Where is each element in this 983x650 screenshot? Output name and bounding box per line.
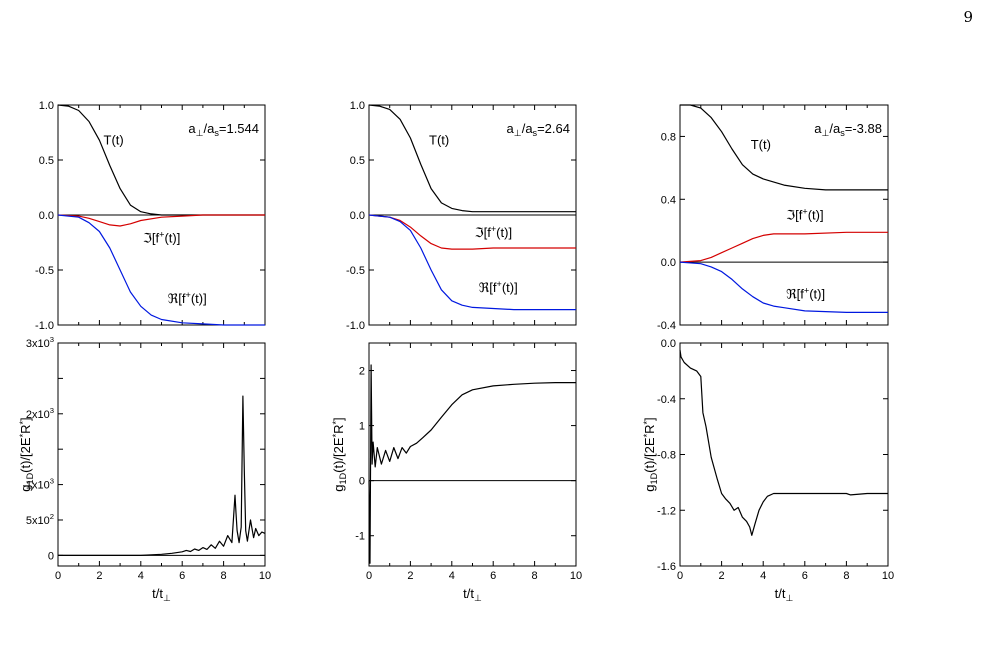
y-tick-label: -1.0 xyxy=(35,320,54,332)
series-line-1 xyxy=(368,364,576,564)
x-tick-label: 6 xyxy=(490,570,496,582)
y-tick-label: 0.5 xyxy=(39,155,54,167)
y-tick-label: 1.0 xyxy=(39,100,54,112)
curve-label: T(t) xyxy=(751,137,771,152)
curve-label: ℑ[f+(t)] xyxy=(786,207,824,223)
plot-frame xyxy=(679,104,889,326)
y-axis-label: g1D(t)/[2E*R*] xyxy=(642,417,659,491)
series-line-3 xyxy=(57,214,265,326)
y-tick-label: -1.2 xyxy=(657,505,676,517)
x-tick-label: 4 xyxy=(760,570,766,582)
panel-top-right: -0.4 0.0 0.4 0.8 T(t) ℑ[f+(t)] ℜ[f+(t)] a⊥/as=-… xyxy=(657,104,889,332)
y-tick-label: 2x103 xyxy=(26,406,54,421)
parameter-annotation: a⊥/as=1.544 xyxy=(188,121,259,138)
y-tick-label: -0.4 xyxy=(657,320,676,332)
curve-label: ℑ[f+(t)] xyxy=(143,230,181,246)
y-tick-label: 0 xyxy=(359,476,365,488)
y-tick-label: 0.4 xyxy=(661,194,676,206)
curve-label: T(t) xyxy=(104,133,124,148)
plot-frame xyxy=(57,342,266,567)
parameter-annotation: a⊥/as=2.64 xyxy=(507,121,570,138)
x-tick-label: 8 xyxy=(843,570,849,582)
y-tick-label: -0.5 xyxy=(35,265,54,277)
x-tick-label: 10 xyxy=(570,570,582,582)
x-tick-label: 8 xyxy=(221,570,227,582)
x-tick-label: 10 xyxy=(882,570,894,582)
y-tick-label: 3x103 xyxy=(26,335,54,350)
y-axis-label: g1D(t)/[2E*R*] xyxy=(331,417,348,491)
y-tick-label: 0.0 xyxy=(661,338,676,350)
x-tick-label: 2 xyxy=(96,570,102,582)
y-tick-label: 1x103 xyxy=(26,477,54,492)
y-tick-label: 1.0 xyxy=(350,100,365,112)
series-line-2 xyxy=(57,214,265,227)
y-tick-label: 0.0 xyxy=(350,210,365,222)
parameter-annotation: a⊥/as=-3.88 xyxy=(814,121,882,138)
x-tick-label: 2 xyxy=(719,570,725,582)
x-tick-label: 8 xyxy=(532,570,538,582)
x-tick-label: 0 xyxy=(55,570,61,582)
panel-bottom-middle: 0 2 4 6 8 10 -1 0 1 2 t/t⊥ g1D(t)/[2E*R*] xyxy=(331,342,582,603)
y-tick-label: 1 xyxy=(359,421,365,433)
x-axis-label: t/t⊥ xyxy=(463,586,482,603)
y-tick-label: -1.0 xyxy=(346,320,365,332)
x-tick-label: 4 xyxy=(449,570,455,582)
curve-label: ℜ[f+(t)] xyxy=(479,279,518,295)
y-tick-label: 0.5 xyxy=(350,155,365,167)
x-tick-label: 0 xyxy=(366,570,372,582)
y-tick-label: -1 xyxy=(355,531,365,543)
series-line-1 xyxy=(58,395,266,556)
x-tick-label: 2 xyxy=(407,570,413,582)
panel-bottom-left: 0 2 4 6 8 10 0 5x102 1x103 2x103 3x103 t/t⊥ g1D(t)/[… xyxy=(18,335,271,603)
x-tick-label: 0 xyxy=(677,570,683,582)
page-number: 9 xyxy=(963,8,973,26)
y-tick-label: 0.0 xyxy=(661,257,676,269)
y-tick-label: -1.6 xyxy=(657,561,676,573)
series-line-1 xyxy=(57,104,265,216)
series-line-1 xyxy=(680,104,888,191)
panel-top-middle: -1.0 -0.5 0.0 0.5 1.0 T(t) ℑ[f+(t)] ℜ[f+(t)] a⊥/… xyxy=(346,100,577,332)
series-line-1 xyxy=(679,349,888,536)
y-axis-label: g1D(t)/[2E*R*] xyxy=(18,417,35,491)
series-line-1 xyxy=(368,104,576,213)
series-line-2 xyxy=(679,231,888,263)
series-line-3 xyxy=(368,214,576,311)
series-line-3 xyxy=(679,261,888,313)
panel-top-left: -1.0 -0.5 0.0 0.5 1.0 T(t) ℑ[f+(t)] ℜ[f+(t)] a⊥/… xyxy=(35,100,266,332)
y-tick-label: 0.8 xyxy=(661,131,676,143)
y-tick-label: -0.8 xyxy=(657,450,676,462)
x-tick-label: 10 xyxy=(259,570,271,582)
x-tick-label: 4 xyxy=(138,570,144,582)
curve-label: ℜ[f+(t)] xyxy=(168,290,207,306)
curve-label: ℜ[f+(t)] xyxy=(786,285,825,301)
curve-label: ℑ[f+(t)] xyxy=(475,224,513,240)
y-tick-label: 0.0 xyxy=(39,210,54,222)
x-axis-label: t/t⊥ xyxy=(152,586,171,603)
y-tick-label: -0.4 xyxy=(657,394,676,406)
x-tick-label: 6 xyxy=(179,570,185,582)
x-axis-label: t/t⊥ xyxy=(775,586,794,603)
y-tick-label: 0 xyxy=(48,550,54,562)
y-tick-label: -0.5 xyxy=(346,265,365,277)
x-tick-label: 6 xyxy=(802,570,808,582)
curve-label: T(t) xyxy=(429,133,449,148)
y-tick-label: 5x102 xyxy=(26,512,54,527)
panel-bottom-right: 0 2 4 6 8 10 -1.6 -1.2 -0.8 -0.4 0.0 t/t⊥ g1D(t)/[2E… xyxy=(642,338,894,603)
series-line-2 xyxy=(368,214,576,250)
y-tick-label: 2 xyxy=(359,366,365,378)
